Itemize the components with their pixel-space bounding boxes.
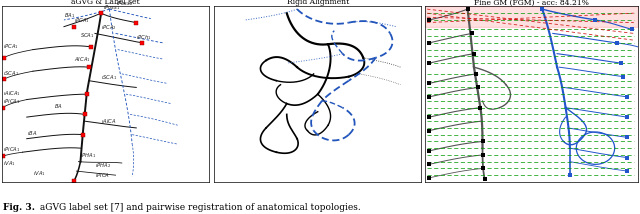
Text: aGVG label set [7] and pairwise registration of anatomical topologies.: aGVG label set [7] and pairwise registra… <box>37 203 361 212</box>
Text: $\imath Poss_2$: $\imath Poss_2$ <box>116 0 133 8</box>
Text: $AICA_1$: $AICA_1$ <box>74 56 91 64</box>
Text: $\imath PICA$: $\imath PICA$ <box>95 171 110 179</box>
Text: Fig. 3.: Fig. 3. <box>3 203 35 212</box>
Text: $\imath BA$: $\imath BA$ <box>27 129 37 137</box>
Title: aGVG & Label set: aGVG & Label set <box>71 0 140 6</box>
Text: $\imath PHA_1$: $\imath PHA_1$ <box>81 151 97 160</box>
Text: $BA_1$: $BA_1$ <box>64 11 76 20</box>
Text: $\imath PiCA_1$: $\imath PiCA_1$ <box>3 97 20 106</box>
Text: $\imath PHA_2$: $\imath PHA_2$ <box>95 161 111 170</box>
Text: $\imath VA_1$: $\imath VA_1$ <box>3 159 15 168</box>
Text: $\imath PCA_1$: $\imath PCA_1$ <box>3 42 19 51</box>
Text: $\imath AICA$: $\imath AICA$ <box>101 117 116 125</box>
Text: $\imath SCA_1$: $\imath SCA_1$ <box>3 69 19 78</box>
Text: $\imath PCh_1$: $\imath PCh_1$ <box>136 33 152 42</box>
Text: $\imath AICA_1$: $\imath AICA_1$ <box>3 89 21 98</box>
Text: $\imath Poss_1$: $\imath Poss_1$ <box>103 3 120 12</box>
Title: Fine GM (FGM) - acc: 84.21%: Fine GM (FGM) - acc: 84.21% <box>474 0 589 6</box>
Text: $\imath PiCA_1$: $\imath PiCA_1$ <box>3 145 20 154</box>
Text: $\imath VA_1$: $\imath VA_1$ <box>33 169 45 178</box>
Text: $\imath SCA_1$: $\imath SCA_1$ <box>101 73 117 82</box>
Title: Rigid Alignment: Rigid Alignment <box>287 0 349 6</box>
Text: $\imath PCA_2$: $\imath PCA_2$ <box>101 23 117 32</box>
Text: $\imath PCA_1$: $\imath PCA_1$ <box>74 16 90 25</box>
Text: $BA$: $BA$ <box>54 102 63 110</box>
Text: $SCA_1$: $SCA_1$ <box>81 31 95 40</box>
